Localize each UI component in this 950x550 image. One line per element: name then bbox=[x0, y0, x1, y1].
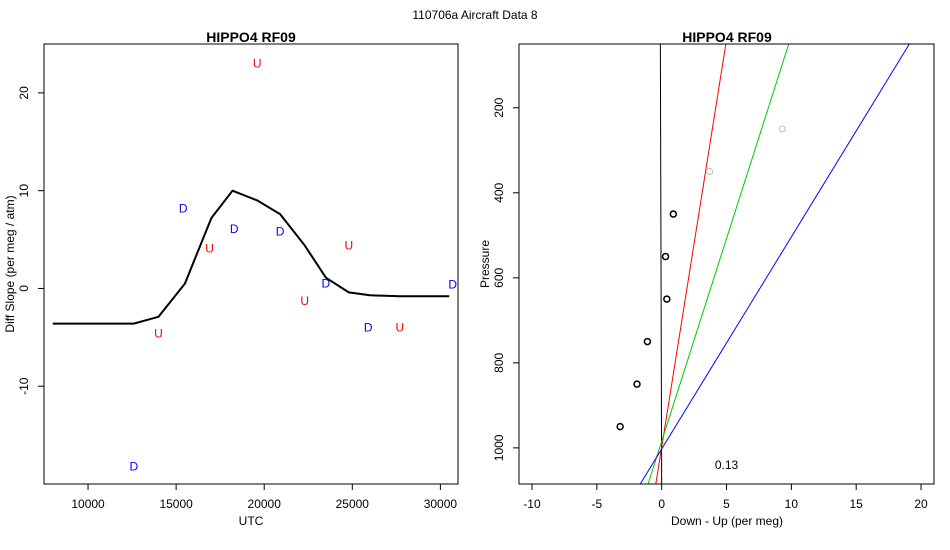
left-smoothed-line bbox=[52, 189, 450, 325]
down-marker: D bbox=[364, 321, 373, 335]
pressure-point bbox=[663, 295, 671, 303]
regression-line bbox=[647, 44, 790, 484]
right-x-tick-label: 5 bbox=[723, 497, 730, 511]
right-x-axis: -10 -5 0 5 10 15 20 bbox=[523, 484, 928, 511]
right-y-tick-label: 1000 bbox=[492, 434, 506, 461]
left-y-axis: -10 0 10 20 bbox=[17, 86, 44, 395]
right-y-tick-label: 400 bbox=[492, 182, 506, 202]
left-x-axis: 10000 15000 20000 25000 30000 bbox=[71, 484, 457, 511]
left-y-tick-label: 20 bbox=[17, 86, 31, 100]
faded-point bbox=[706, 168, 714, 176]
left-y-label: Diff Slope (per meg / atm) bbox=[3, 195, 17, 332]
left-x-tick-label: 15000 bbox=[159, 497, 193, 511]
left-y-tick-label: 0 bbox=[17, 285, 31, 292]
pressure-point bbox=[643, 337, 652, 346]
pressure-point bbox=[669, 210, 678, 218]
down-marker: D bbox=[230, 222, 239, 236]
down-marker: D bbox=[448, 278, 457, 292]
right-points bbox=[616, 125, 786, 431]
left-chart-title: HIPPO4 RF09 bbox=[206, 29, 296, 45]
pressure-point bbox=[616, 422, 624, 431]
figure-suptitle: 110706a Aircraft Data 8 bbox=[412, 8, 538, 22]
right-x-tick-label: 10 bbox=[785, 497, 799, 511]
right-y-axis: 200 400 600 800 1000 bbox=[492, 97, 519, 461]
up-marker: U bbox=[253, 57, 262, 71]
pressure-point bbox=[633, 380, 641, 388]
right-slope-annotation: 0.13 bbox=[715, 458, 739, 472]
left-plot-frame bbox=[43, 43, 459, 485]
left-y-tick-label: 10 bbox=[17, 184, 31, 198]
up-marker: U bbox=[154, 326, 163, 340]
regression-line bbox=[655, 44, 727, 484]
left-x-tick-label: 20000 bbox=[248, 497, 282, 511]
left-x-label: UTC bbox=[239, 514, 264, 528]
right-x-tick-label: -5 bbox=[591, 497, 602, 511]
right-y-tick-label: 600 bbox=[492, 267, 506, 287]
right-x-tick-label: 15 bbox=[850, 497, 864, 511]
down-marker: D bbox=[322, 277, 331, 291]
right-x-tick-label: 0 bbox=[658, 497, 665, 511]
left-x-tick-label: 25000 bbox=[336, 497, 370, 511]
right-x-tick-label: 20 bbox=[914, 497, 928, 511]
down-marker: D bbox=[130, 459, 139, 473]
right-y-tick-label: 200 bbox=[492, 97, 506, 117]
pressure-point bbox=[661, 252, 670, 261]
left-chart: HIPPO4 RF09 10000 15000 20000 25000 30000 -1… bbox=[3, 29, 459, 528]
regression-line bbox=[639, 44, 910, 484]
right-y-tick-label: 800 bbox=[492, 353, 506, 373]
up-marker: U bbox=[205, 241, 214, 255]
down-marker: D bbox=[276, 225, 285, 239]
right-plot-frame bbox=[518, 43, 935, 485]
right-x-tick-label: -10 bbox=[523, 497, 541, 511]
up-marker: U bbox=[396, 321, 405, 335]
right-y-label: Pressure bbox=[478, 240, 492, 288]
regression-line bbox=[659, 44, 663, 484]
right-regression-lines bbox=[639, 44, 910, 484]
up-marker: U bbox=[300, 294, 309, 308]
up-marker: U bbox=[344, 238, 353, 252]
down-marker: D bbox=[179, 201, 188, 215]
left-x-tick-label: 10000 bbox=[71, 497, 105, 511]
left-x-tick-label: 30000 bbox=[424, 497, 458, 511]
right-chart: HIPPO4 RF09 -10 -5 0 5 10 15 20 200 400 600 800 10… bbox=[478, 29, 935, 528]
right-chart-title: HIPPO4 RF09 bbox=[682, 29, 772, 45]
left-y-tick-label: -10 bbox=[17, 377, 31, 395]
right-x-label: Down - Up (per meg) bbox=[671, 514, 783, 528]
faded-point bbox=[778, 125, 786, 133]
